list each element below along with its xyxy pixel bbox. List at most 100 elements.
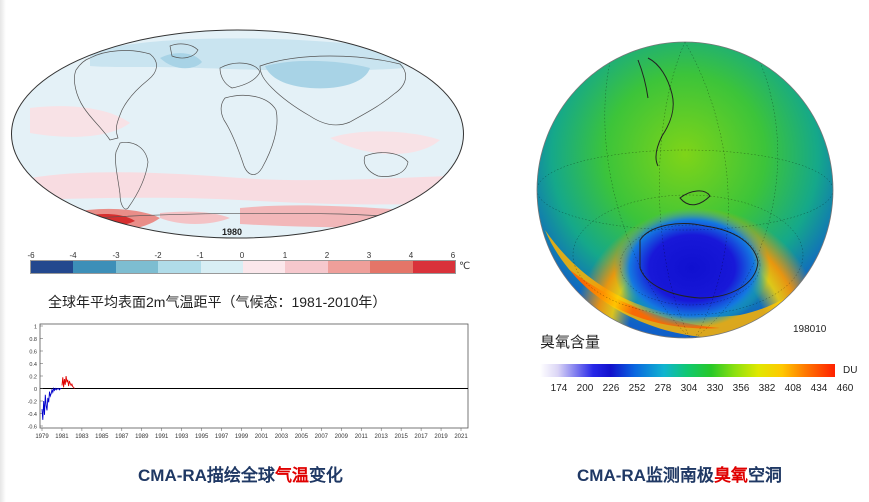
y-tick-label: 1	[34, 325, 37, 331]
south-america-outline	[647, 57, 674, 167]
ozone-hole	[614, 208, 770, 328]
ozone-colorbar-tick: 330	[706, 383, 724, 394]
continent-outline	[169, 43, 199, 59]
map-anomaly-patch	[30, 106, 130, 137]
colorbar-tick: -1	[196, 251, 204, 260]
continent-outline	[219, 62, 261, 89]
longitude-line	[684, 42, 729, 338]
colorbar-segment	[73, 261, 116, 273]
continent-outline	[259, 55, 407, 126]
left-edge-shade	[0, 0, 6, 502]
map-anomaly-patch	[265, 60, 370, 89]
temperature-anomaly-map	[11, 29, 464, 239]
x-tick-label: 1987	[115, 434, 129, 440]
right-caption-post: 空洞	[747, 466, 782, 485]
x-tick-label: 2005	[295, 434, 309, 440]
south-america-outline	[637, 59, 649, 99]
y-tick-label: -0.4	[28, 412, 37, 418]
colorbar-tick: 2	[324, 251, 330, 260]
map-frame	[11, 29, 464, 239]
antarctica-outline	[639, 223, 759, 299]
x-tick-label: 1985	[95, 434, 109, 440]
x-tick-label: 1989	[135, 434, 149, 440]
map-anomaly-patch	[160, 53, 202, 69]
colorbar-tick: 3	[366, 251, 372, 260]
x-tick-label: 2021	[454, 434, 468, 440]
series-line	[41, 387, 62, 420]
ozone-colorbar-tick: 200	[576, 383, 594, 394]
x-tick-label: 2007	[315, 434, 329, 440]
x-tick-label: 1993	[175, 434, 189, 440]
series-line	[61, 375, 75, 389]
x-tick-label: 1983	[75, 434, 89, 440]
ozone-colorbar-tick: 278	[654, 383, 672, 394]
ozone-colorbar-tick: 434	[810, 383, 828, 394]
colorbar-tick: 1	[282, 251, 288, 260]
y-tick-label: 0.4	[29, 362, 37, 368]
continent-outline	[220, 95, 278, 175]
colorbar-segment	[327, 261, 371, 273]
y-tick-label: -0.6	[28, 425, 37, 431]
colorbar-segment	[200, 261, 244, 273]
left-caption-post: 变化	[308, 466, 343, 485]
x-tick-label: 2017	[414, 434, 428, 440]
x-tick-label: 2003	[275, 434, 289, 440]
y-tick-label: -0.2	[28, 400, 37, 406]
colorbar-unit: ℃	[459, 261, 471, 272]
ozone-colorbar-tick: 226	[602, 383, 620, 394]
right-caption-pre: CMA-RA监测南极	[577, 466, 714, 485]
globe-date-label: 198010	[793, 324, 827, 335]
x-tick-label: 1981	[55, 434, 69, 440]
y-tick-label: 0	[34, 387, 37, 393]
x-tick-label: 2009	[335, 434, 349, 440]
continent-outline	[363, 152, 409, 177]
ozone-colorbar-tick: 174	[550, 383, 568, 394]
globe-outline	[536, 41, 834, 339]
colorbar-segment	[285, 261, 328, 273]
latitude-line	[537, 149, 833, 231]
temperature-colorbar	[30, 260, 456, 274]
ozone-colorbar-tick: 356	[732, 383, 750, 394]
longitude-line	[604, 61, 691, 338]
x-tick-label: 2011	[355, 434, 369, 440]
x-tick-label: 1995	[195, 434, 209, 440]
colorbar-segment	[370, 261, 413, 273]
continent-outline	[74, 50, 157, 141]
left-caption-pre: CMA-RA描绘全球	[138, 466, 275, 485]
colorbar-tick: -3	[112, 251, 120, 260]
left-caption-highlight: 气温	[274, 466, 309, 485]
x-tick-label: 2013	[375, 434, 389, 440]
colorbar-segment	[158, 261, 201, 273]
ozone-globe	[536, 41, 834, 339]
x-tick-label: 2001	[255, 434, 269, 440]
colorbar-segment	[115, 261, 159, 273]
ozone-colorbar-tick: 408	[784, 383, 802, 394]
map-anomaly-patch	[30, 172, 450, 205]
ozone-label: 臭氧含量	[540, 334, 601, 351]
colorbar-segment	[31, 261, 74, 273]
right-caption-highlight: 臭氧	[713, 466, 748, 485]
ozone-colorbar-tick: 382	[758, 383, 776, 394]
x-tick-label: 2015	[394, 434, 408, 440]
temperature-time-series: 1 0.8 0.6 0.4 0.2 0 -0.2 -0.4 -0.6 1979 1981 1983 1…	[28, 323, 469, 440]
colorbar-tick: -4	[69, 251, 77, 260]
colorbar-tick: 4	[408, 251, 414, 260]
x-tick-label: 1997	[215, 434, 229, 440]
latitude-line	[619, 224, 761, 306]
colorbar-tick: -6	[27, 251, 35, 260]
continent-outline	[115, 142, 149, 210]
y-tick-label: 0.2	[29, 375, 37, 381]
y-tick-label: 0.6	[29, 350, 37, 356]
right-caption: CMA-RA监测南极臭氧空洞	[577, 461, 782, 486]
longitude-line	[659, 42, 691, 338]
colorbar-tick: 6	[450, 251, 456, 260]
x-tick-label: 1979	[35, 434, 49, 440]
colorbar-segment	[412, 261, 456, 273]
x-tick-label: 1999	[235, 434, 249, 440]
ozone-colorbar-tick: 460	[836, 383, 854, 394]
left-caption: CMA-RA描绘全球气温变化	[138, 461, 343, 486]
map-anomaly-patch	[330, 131, 440, 154]
colorbar-tick: -2	[154, 251, 162, 260]
map-year-label: 1980	[222, 227, 243, 237]
ozone-colorbar	[540, 364, 835, 377]
